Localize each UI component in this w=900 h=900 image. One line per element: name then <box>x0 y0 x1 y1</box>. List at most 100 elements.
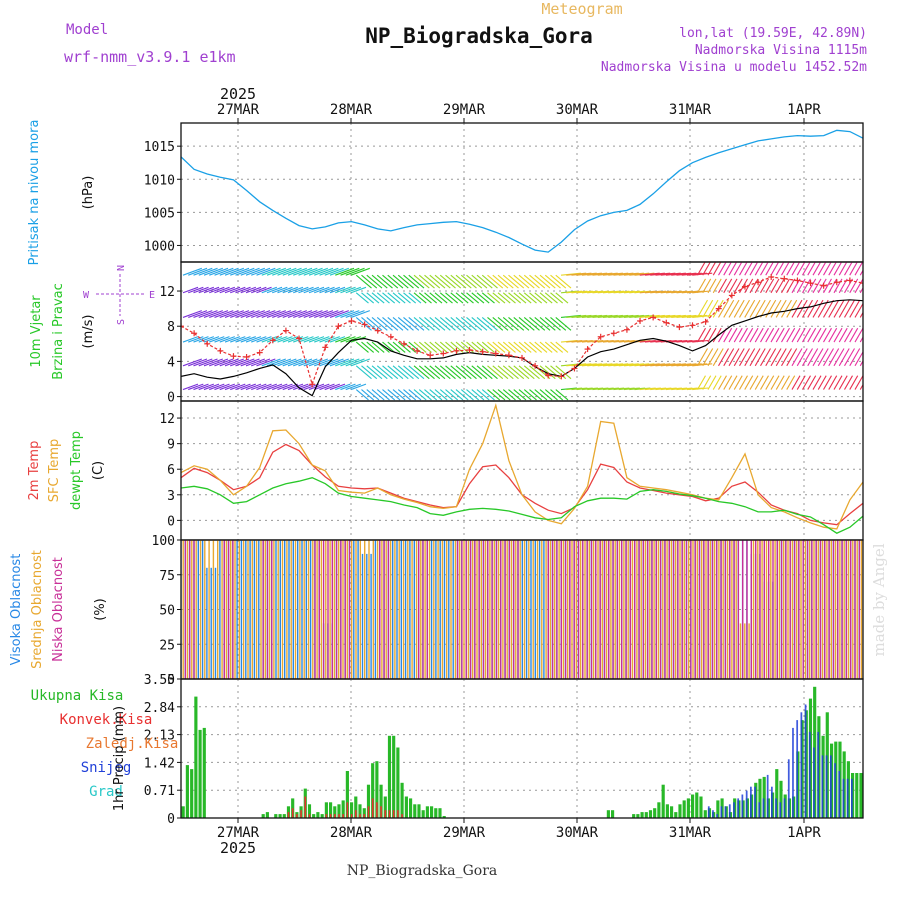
wind-barb <box>692 339 709 343</box>
precip-snow-bar <box>716 814 719 818</box>
y-tick-label: 0 <box>167 514 175 529</box>
wind-barb <box>230 310 250 318</box>
wind-barb <box>314 310 334 318</box>
wind-barb <box>193 383 209 391</box>
wind-barb <box>508 292 522 304</box>
precip-conv-bar <box>346 802 349 818</box>
wind-barb <box>219 336 235 343</box>
wind-barb <box>293 286 309 294</box>
wind-barb <box>251 336 267 343</box>
wind-barb <box>791 327 801 343</box>
wind-barb <box>182 310 202 318</box>
wind-barb <box>335 383 351 391</box>
wind-barb <box>523 341 537 353</box>
y-tick-label: 0.71 <box>144 784 175 799</box>
wind-barb <box>418 274 435 289</box>
wind-barb <box>335 336 351 343</box>
wind-barb <box>314 336 330 343</box>
precip-legend-item: Konvek.Kisa <box>60 712 153 728</box>
wind-barb <box>329 358 349 367</box>
precip-total-bar <box>371 763 375 818</box>
plot-area-clouds <box>181 540 863 679</box>
wind-barb <box>261 286 277 294</box>
wind-barb <box>256 310 276 318</box>
wind-barb <box>303 286 319 294</box>
wind-barb <box>749 262 759 276</box>
precip-total-bar <box>762 776 766 818</box>
wind-barb <box>550 274 567 289</box>
wind-barb <box>251 267 271 276</box>
wind-barb <box>859 336 863 343</box>
wind-barb <box>261 310 281 318</box>
wind-barb <box>355 389 369 401</box>
wind-barb <box>817 348 829 367</box>
wind-barb <box>455 365 472 380</box>
wind-barb <box>256 286 272 294</box>
wind-barb <box>513 274 530 289</box>
wind-barb <box>413 292 427 304</box>
wind-barb <box>403 365 420 380</box>
wind-barb <box>224 286 241 294</box>
wind-barb <box>209 336 225 343</box>
wind-barb <box>728 262 738 276</box>
wind-barb <box>371 317 388 331</box>
compass-east: E <box>149 290 155 301</box>
panel-precip: 0 0.71 1.42 2.13 2.84 3.55 Ukupna Kisa Konvek.K… <box>31 673 864 827</box>
wind-barb <box>413 365 430 380</box>
precip-snow-bar <box>741 794 744 818</box>
precip-total-bar <box>695 792 699 818</box>
wind-barb <box>492 317 509 331</box>
precip-total-bar <box>636 814 640 818</box>
panel-frame <box>180 122 864 263</box>
wind-barb <box>224 383 241 391</box>
wind-barb <box>534 317 551 331</box>
wind-barb <box>434 389 448 401</box>
wind-barb <box>733 348 745 367</box>
model-name: wrf-nmm_v3.9.1 e1km <box>64 48 236 66</box>
wind-barb <box>188 267 208 276</box>
bottom-year-label: 2025 <box>220 839 256 857</box>
wind-barb <box>382 292 396 304</box>
wind-barb <box>707 348 719 367</box>
precip-snow-bar <box>771 786 773 818</box>
wind-barb <box>728 327 738 343</box>
wind-barb <box>481 365 498 380</box>
wind-barb <box>424 274 441 289</box>
precip-total-bar <box>644 812 648 818</box>
wind-barb <box>324 267 344 276</box>
precip-conv-bar <box>300 810 302 818</box>
wind-barb <box>298 286 314 294</box>
wind-barb <box>765 375 775 390</box>
precip-total-bar <box>400 782 404 818</box>
wind-barb <box>754 299 766 318</box>
wind-barb <box>193 310 213 318</box>
wind-barb <box>434 292 448 304</box>
precip-total-bar <box>312 814 316 818</box>
wind-barb <box>371 341 385 353</box>
wind-barb <box>376 292 390 304</box>
panel-clouds: 0 25 50 75 100 Visoka Oblacnost Srednja Oblacn… <box>9 534 864 688</box>
wind-barb <box>434 317 451 331</box>
wind-barb <box>749 348 761 367</box>
wind-barb <box>476 274 493 289</box>
precip-total-bar <box>324 802 328 818</box>
top-tick-label: 1APR <box>787 102 821 118</box>
wind-barb <box>744 299 756 318</box>
wind-barb <box>492 274 509 289</box>
y-tick-label: 100 <box>152 534 175 549</box>
wind-barb <box>807 262 816 276</box>
wind-barb <box>854 302 863 318</box>
wind-barb <box>508 317 525 331</box>
wind-barb <box>550 317 567 331</box>
wind-barb <box>697 348 708 367</box>
precip-total-bar <box>345 771 349 818</box>
wind-barb <box>329 267 349 276</box>
footer-station: NP_Biogradska_Gora <box>347 863 498 879</box>
precip-snow-bar <box>825 755 828 818</box>
wind-barb <box>235 267 255 276</box>
bottom-tick-label: 30MAR <box>556 825 599 841</box>
precip-total-bar <box>442 816 446 818</box>
wind-barb <box>272 358 292 367</box>
wind-barb <box>240 286 256 294</box>
